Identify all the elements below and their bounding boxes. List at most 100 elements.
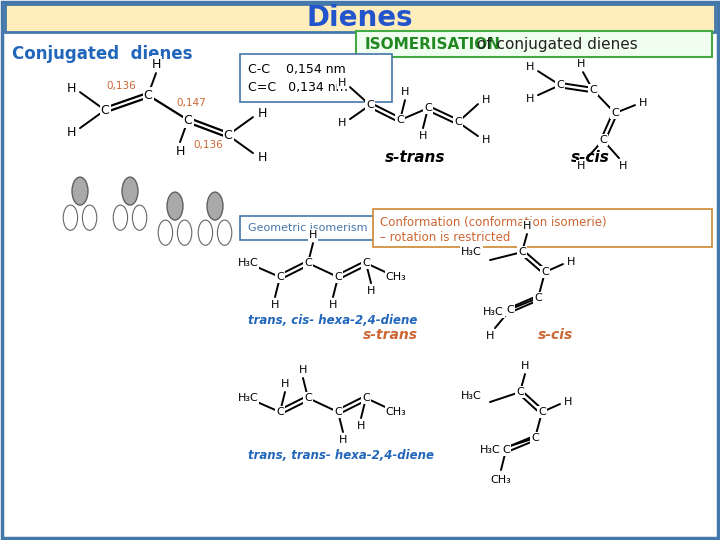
Ellipse shape <box>63 205 78 230</box>
Text: C: C <box>334 272 342 282</box>
Ellipse shape <box>217 220 232 245</box>
FancyBboxPatch shape <box>240 216 374 240</box>
Text: H₃C: H₃C <box>462 391 482 401</box>
Text: C: C <box>516 387 524 397</box>
Text: H: H <box>357 421 365 431</box>
Text: H₃C: H₃C <box>483 307 504 317</box>
Text: trans, trans- hexa-2,4-diene: trans, trans- hexa-2,4-diene <box>248 449 434 462</box>
Text: C: C <box>224 129 233 141</box>
Text: H: H <box>338 78 346 88</box>
Text: 0,136: 0,136 <box>107 80 136 91</box>
Text: Conformation (conformation isomerie)
– rotation is restricted: Conformation (conformation isomerie) – r… <box>380 216 607 244</box>
Text: H: H <box>309 230 318 240</box>
Ellipse shape <box>207 192 223 220</box>
Text: H₃C: H₃C <box>462 247 482 257</box>
Text: H: H <box>564 397 572 407</box>
Text: H: H <box>257 106 266 120</box>
Text: H: H <box>339 435 347 445</box>
Text: H: H <box>66 126 76 139</box>
Text: H: H <box>281 379 289 389</box>
Ellipse shape <box>132 205 147 230</box>
Text: H: H <box>151 58 161 71</box>
Text: C: C <box>101 104 109 117</box>
FancyBboxPatch shape <box>5 4 715 32</box>
Text: C: C <box>334 407 342 417</box>
Ellipse shape <box>167 192 183 220</box>
Text: H: H <box>521 361 529 371</box>
Text: CH₃: CH₃ <box>490 475 511 485</box>
Text: CH₃: CH₃ <box>386 272 406 282</box>
Text: C: C <box>502 445 510 455</box>
Text: H: H <box>486 331 494 341</box>
Text: H: H <box>419 131 427 141</box>
Text: trans, cis- hexa-2,4-diene: trans, cis- hexa-2,4-diene <box>248 314 418 327</box>
Text: H: H <box>482 135 490 145</box>
Text: C: C <box>611 108 619 118</box>
Text: H: H <box>523 221 531 231</box>
Text: H: H <box>577 59 585 69</box>
Text: C=C   0,134 nm: C=C 0,134 nm <box>248 81 348 94</box>
Text: H: H <box>639 98 647 108</box>
Text: Conjugated  dienes: Conjugated dienes <box>12 45 192 63</box>
Ellipse shape <box>122 177 138 205</box>
Text: C: C <box>556 80 564 90</box>
Text: H: H <box>257 151 266 164</box>
Text: C: C <box>362 258 370 268</box>
Text: C: C <box>276 272 284 282</box>
Text: H: H <box>482 95 490 105</box>
Text: H: H <box>618 161 627 171</box>
Text: C: C <box>424 103 432 113</box>
Text: C: C <box>531 433 539 443</box>
Text: H₃C: H₃C <box>238 258 258 268</box>
Text: C: C <box>506 305 514 315</box>
Text: C: C <box>454 117 462 127</box>
Text: C: C <box>366 100 374 110</box>
Text: 0,136: 0,136 <box>193 140 223 150</box>
Text: s-trans: s-trans <box>362 328 418 342</box>
Text: Geometric isomerism: Geometric isomerism <box>248 223 367 233</box>
FancyBboxPatch shape <box>356 31 712 57</box>
Text: H: H <box>329 300 337 310</box>
Text: H: H <box>366 286 375 296</box>
Text: H: H <box>526 94 534 104</box>
Text: of conjugated dienes: of conjugated dienes <box>472 37 638 52</box>
Text: H: H <box>338 118 346 128</box>
Text: C: C <box>304 258 312 268</box>
Text: H: H <box>299 365 307 375</box>
Text: C: C <box>304 393 312 403</box>
Text: H: H <box>175 145 185 158</box>
Ellipse shape <box>113 205 127 230</box>
Text: H: H <box>401 87 409 97</box>
Text: H: H <box>577 161 585 171</box>
Text: CH₃: CH₃ <box>386 407 406 417</box>
Text: C-C    0,154 nm: C-C 0,154 nm <box>248 63 346 76</box>
Text: H₃C: H₃C <box>480 445 501 455</box>
Text: 0,147: 0,147 <box>176 98 206 107</box>
FancyBboxPatch shape <box>373 209 712 247</box>
Ellipse shape <box>82 205 96 230</box>
Text: H: H <box>526 62 534 72</box>
Text: H: H <box>271 300 279 310</box>
Text: C: C <box>276 407 284 417</box>
Ellipse shape <box>177 220 192 245</box>
Text: C: C <box>518 247 526 257</box>
Text: C: C <box>599 135 607 145</box>
Text: Dienes: Dienes <box>307 4 413 32</box>
Ellipse shape <box>72 177 88 205</box>
Text: H: H <box>567 257 575 267</box>
Text: s-trans: s-trans <box>384 150 445 165</box>
Text: C: C <box>143 89 153 102</box>
Text: C: C <box>396 115 404 125</box>
Text: s-cis: s-cis <box>537 328 572 342</box>
Text: H₃C: H₃C <box>238 393 258 403</box>
Text: C: C <box>538 407 546 417</box>
Text: C: C <box>362 393 370 403</box>
FancyBboxPatch shape <box>240 54 392 102</box>
Ellipse shape <box>198 220 212 245</box>
Text: C: C <box>184 113 192 126</box>
Text: C: C <box>534 293 542 303</box>
Text: C: C <box>541 267 549 277</box>
Text: s-cis: s-cis <box>570 150 609 165</box>
Text: C: C <box>589 85 597 95</box>
Ellipse shape <box>158 220 173 245</box>
